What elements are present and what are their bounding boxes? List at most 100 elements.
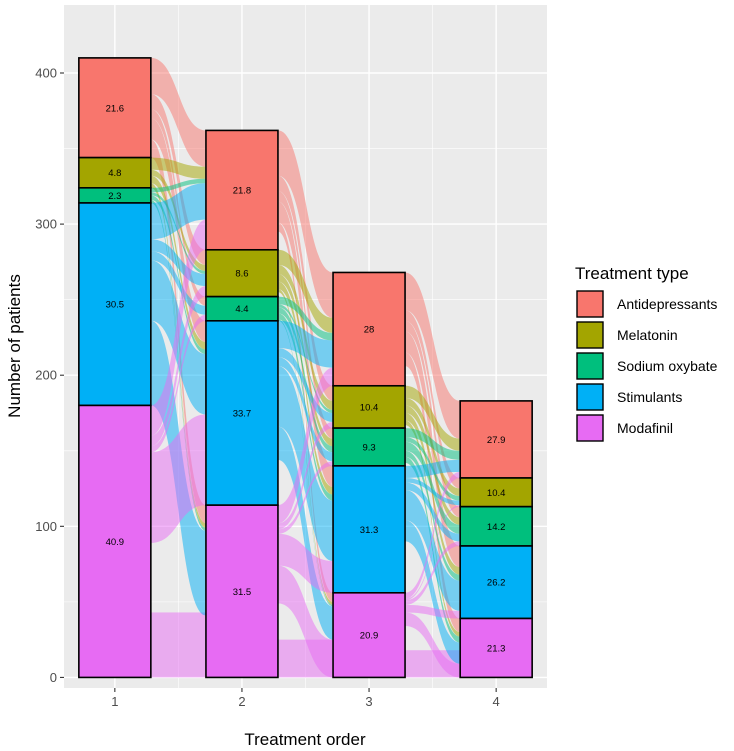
segment-label: 21.6 — [106, 103, 125, 114]
legend-item: Melatonin — [576, 321, 678, 349]
flow-ribbon — [277, 348, 334, 423]
segment-label: 33.7 — [233, 408, 252, 419]
flow-ribbon — [277, 426, 334, 640]
flow-ribbon — [150, 239, 206, 287]
segment-label: 30.5 — [106, 300, 125, 311]
flow-ribbon — [405, 612, 461, 678]
y-axis-title: Number of patients — [5, 274, 24, 418]
flow-ribbon — [277, 304, 334, 413]
x-tick-label: 1 — [111, 694, 118, 709]
bar-segment — [459, 617, 533, 679]
legend-label: Antidepressants — [617, 296, 717, 312]
flow-ribbon — [405, 482, 461, 542]
bar-segment — [459, 400, 533, 479]
flow-ribbon — [405, 541, 461, 605]
bar-segment — [205, 320, 279, 506]
flow-ribbon — [405, 420, 461, 637]
flow-ribbon — [277, 367, 334, 524]
legend-label: Modafinil — [617, 420, 673, 436]
flow-ribbon — [277, 307, 334, 453]
flow-ribbon — [405, 428, 461, 460]
carried-flow — [150, 612, 206, 678]
flow-ribbon — [405, 604, 461, 619]
legend-item: Stimulants — [576, 383, 682, 411]
segment-label: 21.3 — [487, 643, 506, 654]
bar-segment — [332, 427, 406, 467]
flow-ribbon — [277, 320, 334, 368]
flow-ribbon — [405, 412, 461, 575]
segment-label: 31.3 — [360, 525, 379, 536]
segment-label: 21.8 — [233, 186, 252, 197]
flow-ribbon — [277, 296, 334, 341]
segment-label: 40.9 — [106, 537, 125, 548]
y-tick-label: 100 — [35, 519, 57, 534]
flow-ribbon — [150, 414, 206, 543]
segment-label: 28 — [364, 325, 375, 336]
bar-segment — [78, 404, 152, 679]
flow-ribbon — [150, 251, 206, 315]
segment-label: 10.4 — [487, 488, 506, 499]
flow-ribbon — [405, 459, 461, 478]
legend-swatch — [576, 383, 604, 411]
bar-segment — [332, 384, 406, 429]
bar-segment — [332, 271, 406, 387]
stacked-bars: 21.6 4.8 2.3 30.5 40.9 21.8 8.6 4.4 33.7 31.5 28 10… — [78, 57, 533, 679]
flow-ribbon — [150, 195, 206, 355]
segment-label: 4.8 — [108, 168, 121, 179]
legend-item: Modafinil — [576, 414, 673, 442]
flow-ribbon — [150, 118, 206, 342]
flow-ribbon — [405, 477, 461, 506]
flow-ribbon — [150, 57, 206, 167]
flow-ribbon — [150, 192, 206, 274]
flow-ribbon — [405, 310, 461, 489]
axes: 0 100 200 300 400 1 2 3 4 — [35, 65, 499, 709]
legend-swatch — [576, 414, 604, 442]
segment-label: 20.9 — [360, 631, 379, 642]
flow-ribbon — [277, 249, 334, 333]
segment-label: 31.5 — [233, 587, 252, 598]
flow-ribbon — [405, 520, 461, 664]
legend-label: Sodium oxybate — [617, 358, 718, 374]
x-tick-label: 2 — [238, 694, 245, 709]
flow-ribbons — [150, 57, 461, 678]
y-tick-label: 300 — [35, 217, 57, 232]
flow-ribbon — [277, 422, 334, 530]
legend-title: Treatment type — [575, 264, 689, 283]
bar-segment — [78, 57, 152, 159]
legend-label: Melatonin — [617, 327, 678, 343]
segment-label: 8.6 — [235, 269, 248, 280]
y-tick-label: 0 — [50, 670, 57, 685]
y-tick-label: 400 — [35, 65, 57, 80]
segment-label: 14.2 — [487, 522, 506, 533]
x-tick-label: 3 — [365, 694, 372, 709]
legend-item: Antidepressants — [576, 290, 717, 318]
segment-label: 27.9 — [487, 435, 506, 446]
bar-segment — [205, 504, 279, 679]
flow-ribbon — [405, 490, 461, 611]
legend-swatch — [576, 321, 604, 349]
legend-item: Sodium oxybate — [576, 352, 718, 380]
x-axis-title: Treatment order — [244, 730, 366, 749]
legend-label: Stimulants — [617, 389, 682, 405]
y-tick-label: 200 — [35, 368, 57, 383]
flow-ribbon — [150, 219, 206, 436]
flow-ribbon — [150, 157, 206, 179]
segment-label: 9.3 — [362, 442, 375, 453]
flow-ribbon — [405, 471, 461, 599]
flow-ribbon — [277, 130, 334, 318]
bar-segment — [332, 592, 406, 679]
flow-ribbon — [405, 385, 461, 451]
bar-segment — [459, 545, 533, 620]
flow-ribbon — [150, 314, 206, 453]
flow-ribbon — [405, 450, 461, 581]
flow-ribbon — [150, 178, 206, 193]
x-tick-label: 4 — [493, 694, 500, 709]
flow-ribbon — [150, 286, 206, 447]
flow-ribbon — [405, 441, 461, 534]
flow-ribbon — [277, 533, 334, 593]
flow-ribbon — [150, 183, 206, 240]
segment-label: 4.4 — [235, 304, 248, 315]
flow-ribbon — [277, 366, 334, 562]
bar-segment — [459, 477, 533, 508]
segment-label: 2.3 — [108, 191, 121, 202]
